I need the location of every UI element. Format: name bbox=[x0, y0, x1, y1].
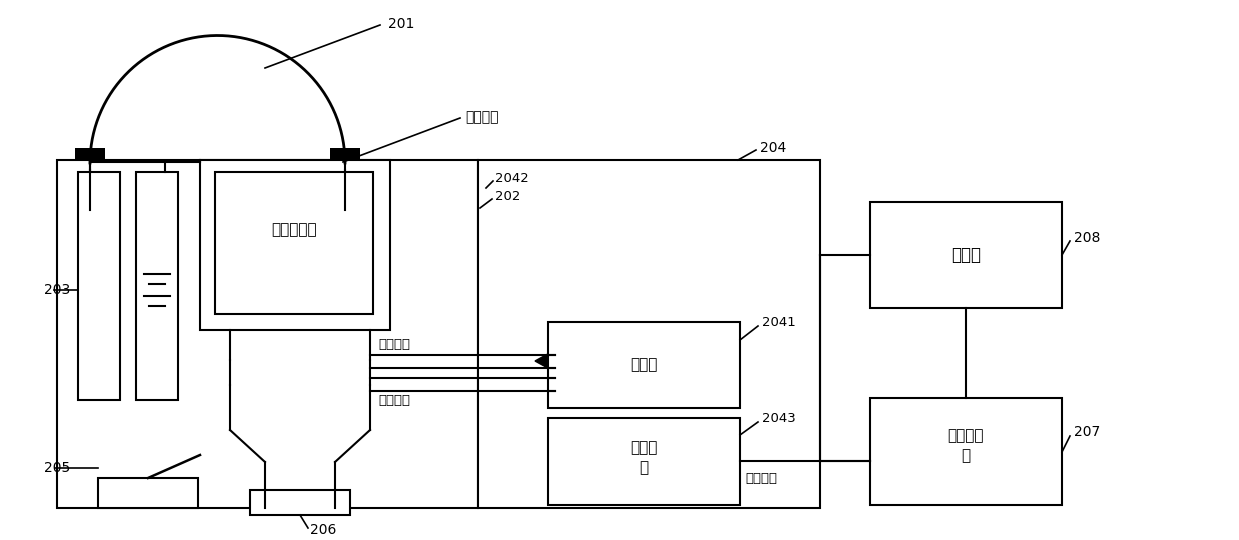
Text: 2042: 2042 bbox=[496, 172, 529, 185]
Bar bbox=[330, 148, 361, 170]
Bar bbox=[136, 172, 178, 400]
Bar bbox=[216, 172, 373, 314]
Text: 射频电缆: 射频电缆 bbox=[745, 471, 777, 484]
Text: 208: 208 bbox=[1074, 231, 1100, 245]
Bar bbox=[98, 478, 198, 508]
Bar bbox=[870, 202, 1062, 308]
Text: 205: 205 bbox=[45, 461, 71, 475]
Bar bbox=[78, 172, 120, 400]
Text: 203: 203 bbox=[45, 283, 71, 297]
Text: 204: 204 bbox=[760, 141, 787, 155]
Text: 计算机: 计算机 bbox=[952, 246, 981, 264]
Text: 2043: 2043 bbox=[762, 411, 795, 424]
Bar bbox=[548, 418, 740, 505]
Text: 201: 201 bbox=[388, 17, 414, 31]
Bar bbox=[76, 148, 105, 170]
Text: 高速采集: 高速采集 bbox=[948, 429, 984, 443]
Text: 2041: 2041 bbox=[762, 315, 795, 328]
Text: 路: 路 bbox=[639, 461, 648, 476]
Text: 206: 206 bbox=[310, 523, 336, 537]
Bar bbox=[870, 398, 1062, 505]
Bar bbox=[478, 160, 820, 508]
Text: 电光传感器: 电光传感器 bbox=[271, 222, 317, 238]
Text: 绝缘材料: 绝缘材料 bbox=[465, 110, 498, 124]
Text: 207: 207 bbox=[1074, 425, 1100, 439]
Bar bbox=[250, 490, 349, 515]
Text: 解调电: 解调电 bbox=[631, 441, 658, 456]
Text: 多模光纤: 多模光纤 bbox=[378, 338, 410, 350]
Bar bbox=[199, 160, 390, 330]
Bar bbox=[548, 322, 740, 408]
Text: 多模光纤: 多模光纤 bbox=[378, 394, 410, 407]
Text: 激光源: 激光源 bbox=[631, 357, 658, 373]
Polygon shape bbox=[535, 354, 548, 368]
Text: 卡: 卡 bbox=[961, 449, 970, 463]
Bar bbox=[57, 160, 478, 508]
Text: 202: 202 bbox=[496, 190, 520, 202]
